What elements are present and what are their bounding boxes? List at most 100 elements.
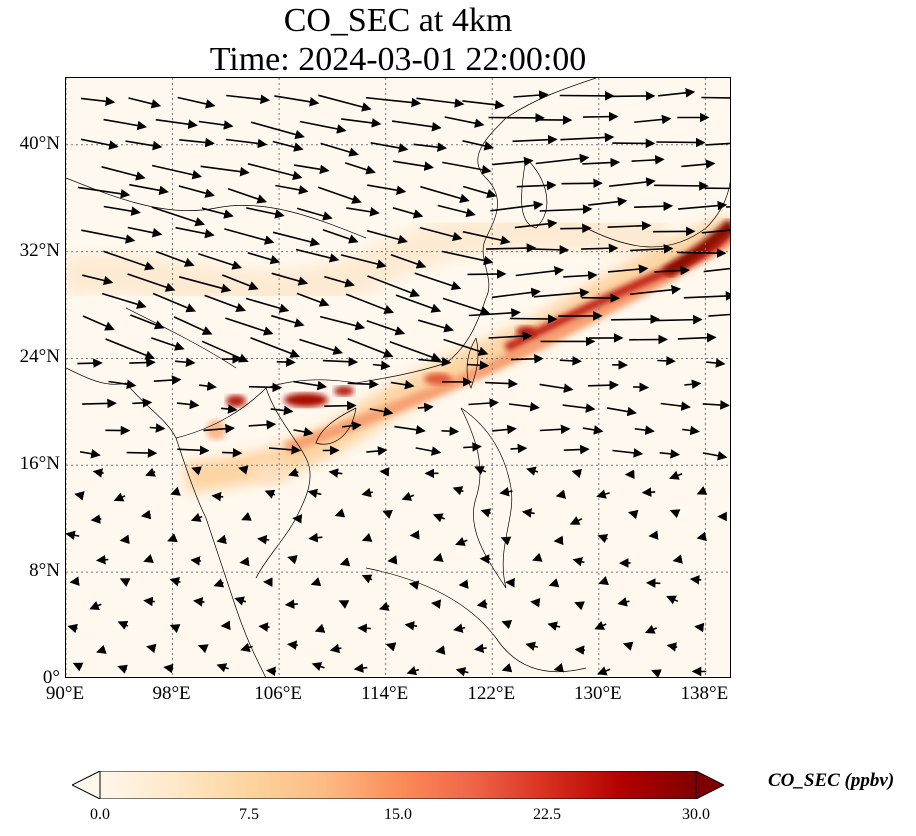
wind-arrow [627, 509, 639, 520]
wind-arrow [317, 186, 362, 204]
wind-arrow [347, 338, 394, 358]
wind-arrow [340, 254, 387, 269]
gridlines [66, 78, 730, 677]
wind-arrow [379, 467, 390, 477]
wind-arrow [431, 599, 442, 609]
wind-arrow [132, 398, 153, 408]
wind-arrow [401, 491, 415, 501]
wind-arrow [633, 201, 674, 211]
wind-arrow [178, 185, 215, 198]
wind-arrow [462, 230, 511, 245]
wind-arrow [641, 487, 656, 497]
wind-arrow [344, 162, 376, 175]
wind-arrow [226, 94, 271, 105]
wind-arrow [366, 446, 388, 456]
wind-arrow [432, 552, 444, 562]
wind-arrow [129, 183, 169, 196]
wind-arrow [318, 94, 372, 112]
wind-arrow [531, 552, 543, 562]
wind-arrow [499, 487, 513, 497]
wind-arrow [485, 378, 518, 389]
wind-arrow [530, 597, 541, 608]
wind-arrow [588, 196, 628, 207]
wind-arrow [339, 557, 351, 567]
colorbar-gradient [99, 771, 697, 799]
wind-arrow [463, 442, 482, 452]
wind-arrow [80, 96, 116, 107]
wind-arrow [310, 577, 322, 587]
wind-arrow [516, 180, 557, 191]
wind-arrow [270, 405, 294, 416]
wind-arrow [672, 554, 683, 564]
wind-arrow [77, 186, 131, 199]
wind-arrow [443, 338, 489, 356]
wind-arrow [338, 600, 350, 609]
wind-arrow [198, 120, 234, 130]
wind-arrow [311, 661, 325, 672]
wind-arrow [72, 662, 84, 672]
wind-arrow [651, 669, 662, 677]
wind-arrow [406, 666, 420, 676]
lat-tick-label: 0° [42, 667, 60, 688]
wind-arrow [80, 138, 119, 150]
wind-arrow [596, 489, 610, 499]
wind-arrow [408, 580, 420, 590]
wind-arrow [666, 642, 678, 652]
wind-arrow [415, 446, 442, 456]
wind-arrow [248, 382, 283, 393]
wind-arrow [708, 313, 730, 317]
wind-arrow [151, 337, 185, 351]
wind-arrow [193, 597, 205, 607]
wind-arrow [629, 284, 682, 296]
wind-arrow [127, 273, 176, 292]
wind-arrow [561, 178, 603, 189]
wind-arrow [394, 425, 426, 435]
wind-arrow [598, 576, 609, 586]
wind-arrow [442, 161, 492, 175]
wind-arrow [365, 96, 422, 108]
wind-arrow [346, 206, 380, 217]
wind-arrow [392, 160, 434, 171]
wind-arrow [204, 294, 246, 312]
wind-arrow [225, 138, 268, 149]
wind-arrow [220, 620, 231, 631]
lat-tick-label: 40°N [19, 132, 60, 154]
wind-arrow [367, 275, 420, 298]
wind-arrow [103, 205, 141, 216]
wind-arrow [191, 466, 202, 476]
wind-arrow [572, 557, 585, 567]
wind-arrow [322, 356, 359, 367]
wind-arrow [597, 534, 609, 544]
wind-arrow [513, 90, 549, 100]
wind-arrow [473, 643, 487, 654]
wind-arrow [361, 487, 373, 498]
wind-arrow [654, 181, 709, 191]
wind-arrow [167, 533, 178, 543]
wind-arrow [683, 291, 730, 301]
wind-arrow [130, 314, 165, 330]
wind-arrow [501, 620, 513, 630]
wind-arrow [706, 358, 726, 368]
wind-arrow [169, 577, 181, 587]
wind-arrow [308, 532, 323, 543]
wind-arrow [382, 509, 393, 519]
wind-arrow [328, 468, 343, 478]
wind-arrow [74, 491, 85, 501]
wind-arrow [175, 226, 215, 239]
wind-arrow [419, 226, 463, 242]
wind-arrow [246, 207, 285, 219]
wind-arrow [151, 206, 206, 227]
lon-tick-label: 130°E [573, 683, 622, 704]
wind-arrow [179, 137, 215, 148]
wind-arrow [535, 153, 590, 165]
wind-arrow [82, 398, 117, 409]
wind-arrow [221, 404, 238, 414]
wind-arrow [533, 288, 590, 298]
wind-arrow [569, 516, 583, 525]
wind-arrow [418, 319, 454, 333]
map-title-line2: Time: 2024-03-01 22:00:00 [209, 41, 587, 78]
lon-tick-label: 138°E [680, 683, 729, 704]
colorbar-tick-label: 22.5 [533, 806, 561, 823]
wind-arrow [607, 264, 649, 274]
colorbar-label: CO_SEC (ppbv) [768, 770, 895, 791]
